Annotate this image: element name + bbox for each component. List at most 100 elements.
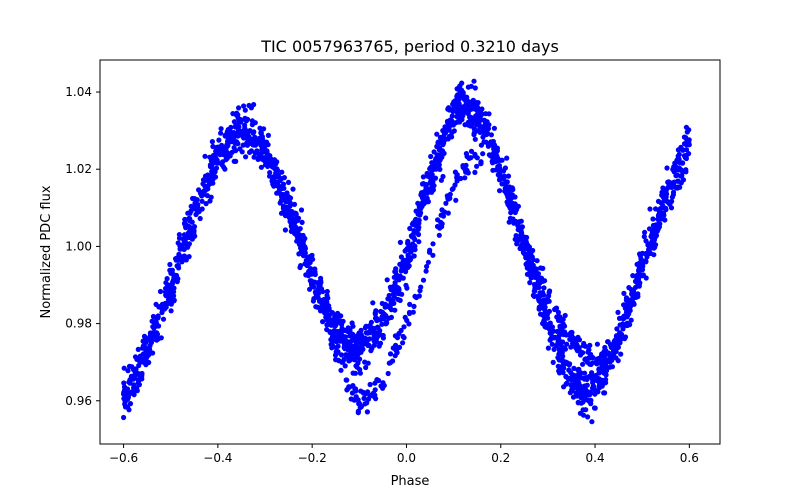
x-tick-label: 0.6: [680, 451, 699, 465]
data-point: [251, 154, 257, 160]
data-point: [375, 325, 381, 331]
data-point: [555, 309, 562, 315]
data-point: [263, 139, 270, 145]
data-point: [307, 286, 313, 292]
data-point: [452, 169, 458, 175]
data-point: [643, 275, 649, 281]
data-point: [419, 195, 425, 201]
data-point: [436, 147, 443, 153]
data-point: [443, 200, 449, 206]
data-point: [584, 376, 590, 382]
data-point: [324, 288, 330, 295]
data-point: [290, 186, 296, 192]
data-point: [566, 367, 572, 373]
data-point: [398, 268, 404, 274]
data-point: [673, 185, 679, 191]
data-point: [527, 280, 533, 286]
data-point: [207, 198, 213, 204]
data-point: [481, 117, 487, 123]
data-point: [228, 124, 234, 130]
data-point: [342, 327, 348, 334]
data-point: [136, 382, 142, 388]
data-point: [176, 232, 182, 238]
data-point: [401, 324, 407, 330]
data-point: [461, 96, 467, 102]
data-point: [529, 257, 535, 264]
data-point: [402, 248, 408, 254]
data-point: [546, 298, 552, 304]
data-point: [573, 341, 579, 347]
data-point: [481, 139, 487, 145]
data-point: [205, 183, 211, 189]
data-point: [458, 175, 464, 182]
data-point: [618, 337, 624, 343]
data-point: [578, 370, 584, 376]
data-point: [562, 312, 568, 319]
data-point: [241, 128, 247, 134]
data-point: [160, 316, 167, 322]
data-point: [298, 248, 304, 254]
data-point: [197, 190, 204, 196]
data-point: [613, 334, 620, 340]
data-point: [355, 410, 361, 416]
data-point: [442, 137, 448, 143]
data-point: [555, 355, 561, 361]
data-point: [191, 230, 197, 236]
data-point: [540, 265, 546, 271]
data-point: [207, 162, 213, 168]
data-point: [624, 320, 630, 326]
data-point: [227, 153, 233, 159]
data-point: [518, 244, 524, 250]
data-point: [656, 208, 662, 214]
data-point: [682, 155, 689, 161]
data-point: [484, 130, 490, 136]
data-point: [299, 219, 305, 225]
data-point: [564, 341, 570, 347]
data-point: [391, 300, 397, 306]
data-point: [344, 377, 350, 383]
data-point: [338, 352, 345, 358]
data-point: [355, 332, 361, 338]
data-point: [180, 254, 186, 260]
data-point: [608, 344, 614, 350]
data-point: [622, 334, 629, 340]
data-point: [471, 78, 477, 84]
data-point: [121, 380, 127, 386]
data-point: [589, 370, 595, 376]
data-point: [468, 155, 474, 161]
data-point: [424, 263, 430, 270]
data-point: [536, 279, 542, 285]
data-point: [258, 131, 264, 137]
data-point: [418, 284, 424, 290]
data-point: [280, 181, 287, 187]
data-point: [438, 219, 444, 225]
data-point: [669, 194, 676, 200]
data-point: [420, 181, 427, 187]
data-point: [216, 137, 222, 143]
data-point: [348, 396, 354, 402]
data-point: [599, 358, 605, 364]
data-point: [643, 259, 649, 265]
data-point: [406, 243, 412, 249]
data-point: [230, 132, 236, 138]
data-point: [490, 167, 496, 173]
data-point: [420, 199, 426, 205]
data-point: [455, 102, 461, 108]
data-point: [467, 114, 474, 120]
data-point: [164, 276, 170, 282]
data-point: [127, 377, 133, 383]
data-point: [472, 136, 478, 142]
data-point: [463, 107, 469, 113]
data-point: [239, 149, 245, 155]
data-point: [590, 355, 596, 361]
data-point: [531, 281, 538, 288]
data-point: [449, 186, 455, 192]
data-point: [379, 321, 385, 327]
data-point: [556, 333, 562, 339]
data-point: [392, 269, 399, 275]
data-point: [219, 162, 225, 168]
data-point: [303, 272, 309, 278]
data-point: [333, 322, 339, 328]
data-point: [587, 342, 593, 348]
data-point: [504, 155, 510, 161]
